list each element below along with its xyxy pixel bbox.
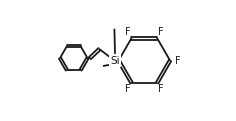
Text: F: F xyxy=(158,27,164,37)
Text: F: F xyxy=(125,27,131,37)
Text: F: F xyxy=(125,84,131,94)
Text: F: F xyxy=(158,84,164,94)
Text: Si: Si xyxy=(110,56,120,65)
Text: F: F xyxy=(175,56,180,65)
